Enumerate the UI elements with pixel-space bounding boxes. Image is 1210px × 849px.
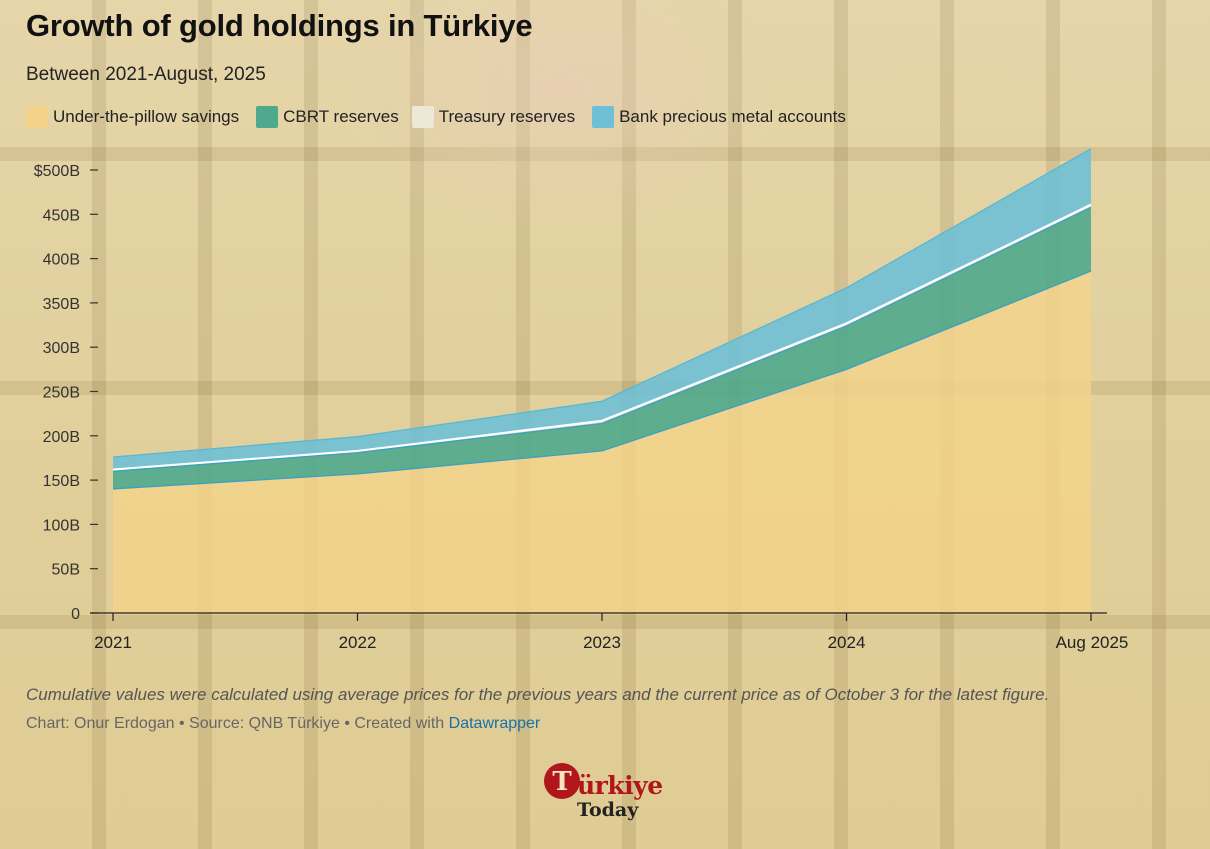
y-tick-label: 200B [43,429,80,446]
area-bank-precious-metal-accounts [113,148,1091,470]
x-tick-label: Aug 2025 [1056,633,1129,652]
chart-title: Growth of gold holdings in Türkiye [26,8,533,43]
line-cbrt-reserves [112,206,1092,472]
legend-label-under-the-pillow: Under-the-pillow savings [53,107,240,126]
line-treasury-reserves [112,203,1092,471]
line-under-the-pillow-savings [112,270,1092,490]
legend-swatch-under-the-pillow [26,106,48,128]
legend-swatch-bank-accounts [592,106,615,128]
legend-label-cbrt: CBRT reserves [283,107,399,126]
legend-swatch-treasury [411,106,434,128]
area-under-the-pillow-savings [113,271,1091,613]
x-tick-label: 2024 [828,633,866,652]
y-tick-label: 300B [43,340,80,357]
logo-wordmark: ürkiye [577,771,663,800]
y-tick-label: 100B [43,517,80,534]
logo-mark: T [544,763,580,799]
legend-swatch-cbrt [256,106,279,128]
area-cbrt-reserves [113,207,1091,489]
chart-subtitle: Between 2021-August, 2025 [26,64,266,85]
methodology-note: Cumulative values were calculated using … [26,685,1050,704]
x-tick-label: 2022 [339,633,377,652]
y-tick-label: $500B [34,163,80,180]
legend-label-bank-accounts: Bank precious metal accounts [619,107,846,126]
line-bank-precious-metal-accounts [112,148,1092,458]
logo-subtitle: Today [577,799,639,821]
chart-credit: Chart: Onur Erdogan • Source: QNB Türkiy… [26,715,540,733]
y-tick-label: 400B [43,252,80,269]
y-tick-label: 50B [52,562,80,579]
y-tick-label: 450B [43,207,80,224]
legend-item-cbrt: CBRT reserves [256,106,399,128]
datawrapper-link[interactable]: Datawrapper [448,715,541,732]
legend-item-bank-accounts: Bank precious metal accounts [592,106,846,128]
legend-item-treasury: Treasury reserves [411,106,576,128]
credit-text: Chart: Onur Erdogan • Source: QNB Türkiy… [26,715,449,732]
chart-legend: Under-the-pillow savings CBRT reserves T… [26,106,863,128]
x-tick-label: 2021 [94,633,132,652]
legend-label-treasury: Treasury reserves [438,107,576,126]
y-tick-label: 350B [43,296,80,313]
legend-item-under-the-pillow: Under-the-pillow savings [26,106,239,128]
turkiye-today-logo: T ürkiye Today [543,763,673,829]
y-tick-label: 150B [43,473,80,490]
x-tick-label: 2023 [583,633,621,652]
y-tick-label: 250B [43,385,80,402]
y-tick-label: 0 [71,606,80,623]
